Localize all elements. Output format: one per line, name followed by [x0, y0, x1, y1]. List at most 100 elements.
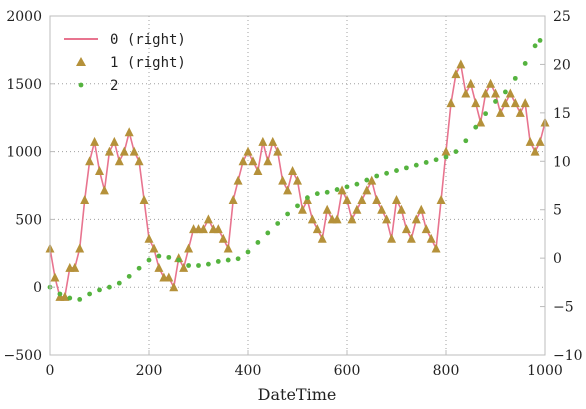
triangle-marker: [203, 214, 213, 224]
triangle-marker: [198, 224, 208, 234]
triangle-marker: [99, 185, 109, 195]
dot-marker: [87, 291, 92, 297]
triangle-marker: [80, 195, 90, 205]
triangle-marker: [510, 98, 520, 108]
legend-label: 0 (right): [110, 32, 186, 48]
x-tick-label: 800: [433, 363, 460, 379]
dot-marker: [265, 230, 271, 236]
dot-marker: [453, 149, 459, 155]
dot-marker: [67, 295, 73, 301]
triangle-marker: [372, 195, 382, 205]
triangle-marker: [109, 136, 119, 146]
legend-swatch-dot: [78, 82, 84, 88]
triangle-marker: [248, 156, 258, 166]
y-tick-label: 2000: [6, 9, 42, 25]
triangle-marker: [293, 175, 302, 185]
dot-marker: [196, 263, 201, 268]
x-axis-title: DateTime: [258, 385, 337, 404]
dot-marker: [166, 254, 172, 260]
triangle-marker: [525, 136, 535, 146]
y2-tick-label: 0: [553, 251, 562, 267]
dot-marker: [225, 257, 231, 263]
dot-marker: [305, 195, 310, 201]
triangle-marker: [416, 204, 426, 214]
triangle-marker: [179, 262, 189, 272]
triangle-marker: [129, 146, 139, 156]
triangle-marker: [471, 98, 481, 108]
ticks: 0 200 400 600 800 1000−5000500100015002000−10…: [4, 9, 583, 379]
triangle-marker: [461, 88, 471, 98]
dot-marker: [215, 259, 221, 264]
triangle-marker: [396, 204, 406, 214]
dot-marker: [156, 253, 162, 259]
triangle-marker: [60, 291, 70, 301]
dot-marker: [413, 162, 419, 168]
y-tick-label: 0: [33, 280, 42, 296]
dot-marker: [404, 165, 409, 171]
y-tick-label: 500: [15, 212, 42, 228]
dot-marker: [334, 187, 340, 192]
dot-marker: [186, 263, 192, 268]
triangle-marker: [297, 204, 307, 214]
triangle-marker: [441, 146, 451, 156]
triangle-marker: [124, 127, 134, 137]
legend: 0 (right) 1 (right) 2: [64, 32, 186, 94]
triangle-marker: [362, 185, 372, 195]
triangle-marker: [104, 146, 114, 156]
triangle-marker: [367, 175, 377, 185]
legend-label: 1 (right): [110, 55, 186, 71]
dot-marker: [136, 265, 142, 271]
triangle-marker: [515, 107, 525, 117]
triangle-marker: [233, 175, 243, 185]
y-tick-label: −500: [4, 348, 42, 364]
dot-marker: [107, 284, 112, 290]
dot-marker: [443, 154, 449, 160]
y2-tick-label: 20: [553, 57, 571, 73]
triangle-marker: [307, 214, 317, 224]
y2-tick-label: −10: [553, 348, 583, 364]
x-tick-label: 600: [334, 363, 361, 379]
triangle-marker: [90, 136, 100, 146]
dot-marker: [295, 203, 300, 209]
dot-marker: [255, 240, 261, 245]
dot-marker: [473, 124, 479, 130]
triangle-marker: [401, 224, 411, 234]
dot-marker: [176, 257, 182, 263]
dot-marker: [483, 111, 488, 117]
triangle-marker: [421, 224, 431, 234]
triangle-marker: [392, 195, 401, 205]
triangle-marker: [169, 282, 179, 292]
triangle-marker: [495, 107, 505, 117]
triangle-marker: [436, 195, 446, 205]
y2-tick-label: 15: [553, 106, 571, 122]
triangle-marker: [406, 233, 416, 243]
triangle-marker: [119, 146, 129, 156]
dot-marker: [206, 261, 211, 267]
triangle-marker: [95, 165, 104, 175]
triangle-marker: [342, 195, 352, 205]
y2-tick-label: 10: [553, 154, 571, 170]
triangle-marker: [322, 204, 332, 214]
triangle-marker: [387, 233, 397, 243]
dot-marker: [235, 256, 241, 262]
triangle-marker: [75, 243, 85, 253]
triangle-marker: [312, 224, 322, 234]
triangle-marker: [253, 165, 263, 175]
triangle-marker: [317, 233, 327, 243]
triangle-marker: [288, 165, 298, 175]
x-tick-label: 200: [136, 363, 163, 379]
triangle-marker: [268, 136, 278, 146]
x-tick-label: 400: [235, 363, 262, 379]
triangle-marker: [500, 98, 510, 108]
triangle-marker: [505, 88, 515, 98]
legend-label: 2: [110, 78, 118, 94]
triangle-marker: [228, 195, 238, 205]
y2-tick-label: 5: [553, 203, 562, 219]
triangle-marker: [273, 146, 283, 156]
dot-marker: [384, 170, 389, 176]
dot-marker: [493, 99, 498, 104]
triangle-marker: [278, 175, 288, 185]
dot-marker: [512, 75, 518, 81]
triangle-marker: [426, 233, 436, 243]
